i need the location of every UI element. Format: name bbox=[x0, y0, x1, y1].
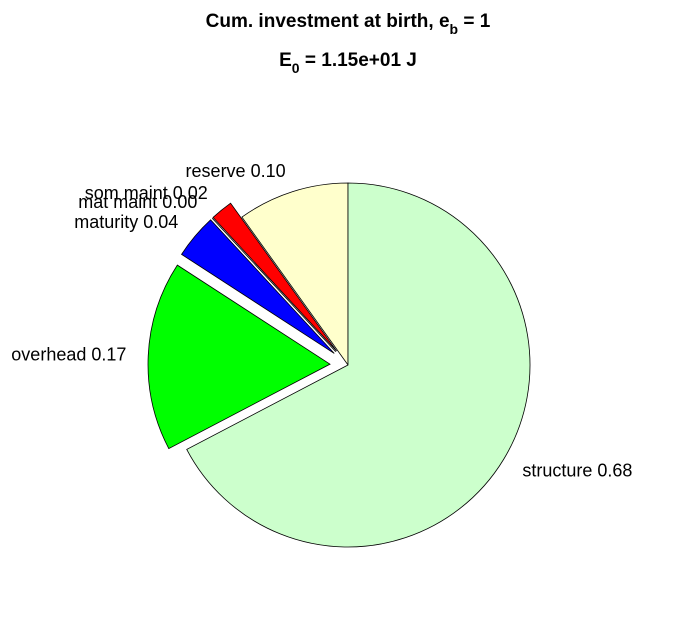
pie-slice bbox=[186, 182, 531, 548]
slice-label: maturity 0.04 bbox=[74, 212, 178, 232]
slice-label: overhead 0.17 bbox=[11, 345, 126, 365]
title-part: = 1 bbox=[458, 11, 491, 32]
slice-label: reserve 0.10 bbox=[186, 161, 286, 181]
title-subscript: b bbox=[450, 21, 459, 37]
title-part: Cum. investment at birth, e bbox=[206, 11, 450, 32]
pie-slice bbox=[180, 219, 335, 354]
pie-slice bbox=[147, 264, 331, 450]
slice-label: som maint 0.02 bbox=[85, 183, 208, 203]
slice-label: mat maint 0.00 bbox=[78, 192, 197, 212]
pie-slice bbox=[212, 202, 337, 352]
pie-slice bbox=[241, 182, 349, 367]
chart-title: Cum. investment at birth, eb = 1 bbox=[206, 11, 491, 37]
subtitle-part: = 1.15e+01 J bbox=[300, 50, 417, 71]
slice-label: structure 0.68 bbox=[522, 461, 632, 481]
subtitle-part: E bbox=[279, 50, 292, 71]
subtitle-subscript: 0 bbox=[292, 60, 300, 76]
chart-subtitle: E0 = 1.15e+01 J bbox=[279, 50, 417, 76]
